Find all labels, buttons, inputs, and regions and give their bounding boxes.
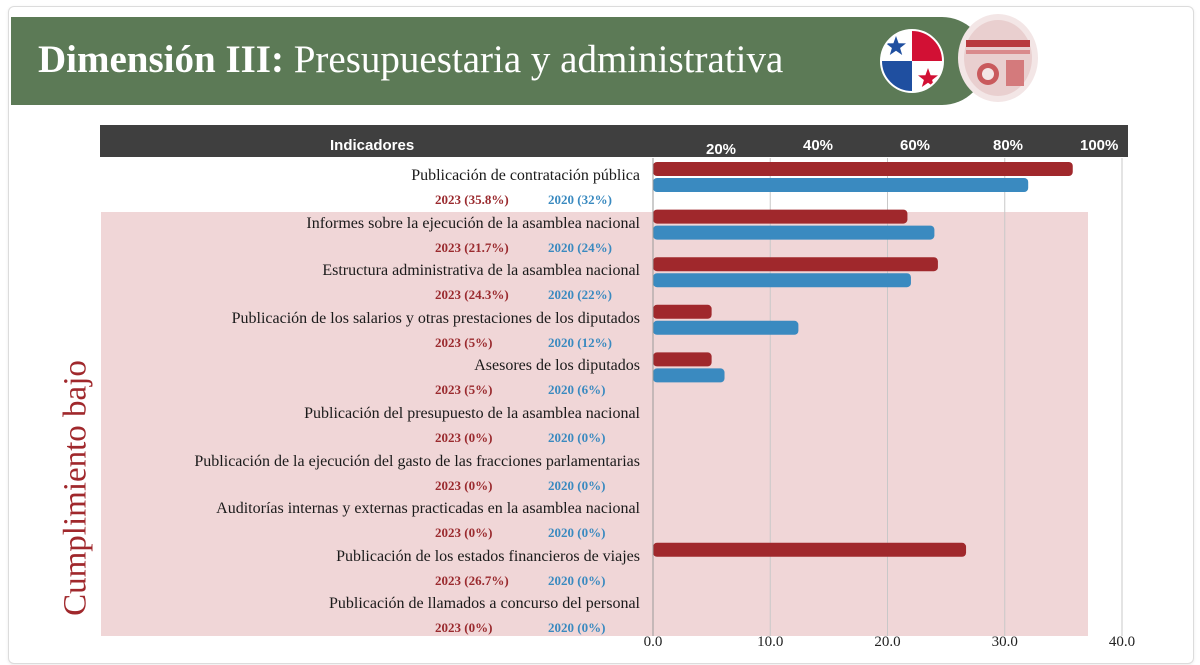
value-label-2023: 2023 (35.8%)	[435, 192, 509, 207]
value-label-2020: 2020 (0%)	[548, 525, 606, 541]
category-label: Publicación de la ejecución del gasto de…	[194, 452, 640, 470]
value-label-2023: 2023 (0%)	[435, 430, 493, 445]
x-tick-label: 20.0	[874, 634, 900, 650]
value-label-2023: 2023 (26.7%)	[435, 572, 509, 588]
category-label: Estructura administrativa de la asamblea…	[322, 262, 640, 280]
category-label: Auditorías internas y externas practicad…	[216, 500, 640, 518]
category-label: Publicación de los salarios y otras pres…	[231, 309, 640, 327]
bar-2020	[653, 320, 799, 335]
x-tick-label: 30.0	[992, 634, 1018, 650]
title-rest: Presupuestaria y administrativa	[283, 38, 784, 81]
title-bold: Dimensión III:	[38, 38, 284, 81]
value-label-2020: 2020 (0%)	[548, 430, 606, 445]
value-label-2020: 2020 (0%)	[548, 620, 606, 636]
header-pct-40: 40%	[803, 137, 834, 154]
header-pct-100: 100%	[1080, 137, 1119, 154]
bar-2020	[653, 273, 911, 288]
category-label: Publicación del presupuesto de la asambl…	[304, 405, 640, 422]
header-pct-80: 80%	[993, 137, 1024, 154]
assembly-seal-icon	[958, 14, 1038, 102]
bar-2023	[653, 542, 967, 557]
category-label: Asesores de los diputados	[474, 357, 640, 375]
value-label-2023: 2023 (0%)	[435, 525, 493, 541]
bar-2020	[653, 368, 725, 383]
header-pct-60: 60%	[900, 137, 931, 154]
category-label: Publicación de llamados a concurso del p…	[328, 595, 640, 613]
title-banner	[11, 17, 986, 105]
value-label-2023: 2023 (24.3%)	[435, 287, 509, 303]
bar-2023	[653, 162, 1073, 176]
low-compliance-zone	[101, 212, 1088, 636]
header-indicadores: Indicadores	[330, 137, 415, 154]
bar-2023	[653, 304, 712, 319]
value-label-2023: 2023 (21.7%)	[435, 239, 509, 255]
x-tick-label: 0.0	[644, 634, 663, 650]
category-label: Publicación de contratación pública	[411, 167, 640, 184]
x-tick-label: 40.0	[1109, 634, 1135, 650]
value-label-2023: 2023 (5%)	[435, 382, 493, 398]
page-title: Dimensión III: Presupuestaria y administ…	[38, 37, 783, 82]
panama-flag-icon	[880, 29, 944, 93]
value-label-2020: 2020 (0%)	[548, 572, 606, 588]
value-label-2020: 2020 (12%)	[548, 334, 612, 350]
category-label: Informes sobre la ejecución de la asambl…	[306, 214, 640, 232]
bar-2020	[653, 225, 935, 240]
value-label-2020: 2020 (24%)	[548, 239, 612, 255]
x-tick-label: 10.0	[757, 634, 783, 650]
value-label-2020: 2020 (32%)	[548, 192, 612, 207]
bar-2020	[653, 178, 1029, 192]
header-pct-20: 20%	[706, 141, 737, 158]
bar-2023	[653, 257, 938, 272]
category-label: Publicación de los estados financieros d…	[336, 547, 640, 565]
value-label-2023: 2023 (0%)	[435, 477, 493, 493]
value-label-2023: 2023 (0%)	[435, 620, 493, 636]
value-label-2023: 2023 (5%)	[435, 334, 493, 350]
bar-2023	[653, 352, 712, 367]
value-label-2020: 2020 (22%)	[548, 287, 612, 303]
bar-2023	[653, 209, 908, 224]
chart-header-bar	[100, 125, 1128, 157]
value-label-2020: 2020 (0%)	[548, 477, 606, 493]
value-label-2020: 2020 (6%)	[548, 382, 606, 398]
